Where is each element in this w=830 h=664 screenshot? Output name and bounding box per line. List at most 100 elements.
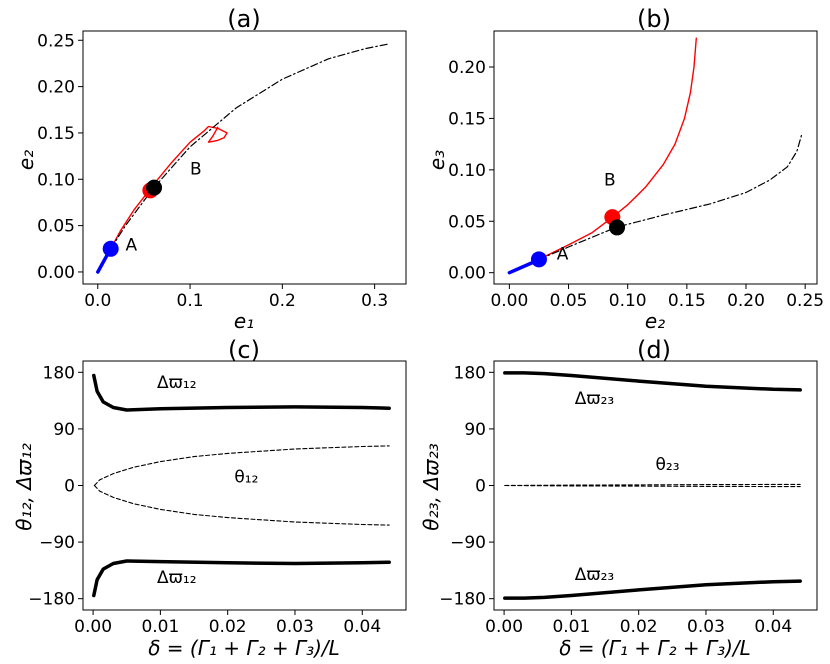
panel-d: (d) 0.00 0.01 0.02 0.03 0.04 −180 −90 0 90 180 Δ…	[419, 336, 818, 660]
annotation-label: A	[557, 244, 569, 264]
x-tick-label: 0.15	[668, 291, 706, 311]
panel-c-series	[92, 373, 391, 598]
series-line	[503, 371, 802, 392]
panel-b-annotations: AB	[557, 170, 616, 264]
y-tick-label: 0.25	[37, 31, 75, 51]
panel-d-annotations: Δϖ₂₃ θ₂₃ Δϖ₂₃	[575, 389, 680, 585]
y-tick-label: 0.15	[37, 124, 75, 144]
annotation-label: θ₁₂	[234, 467, 258, 487]
x-tick-label: 0.01	[141, 617, 179, 637]
panel-a-xticks: 0.0 0.1 0.2 0.3	[84, 284, 388, 311]
panel-d-yticks: −180 −90 0 90 180	[439, 363, 494, 610]
panel-c: (c) 0.00 0.01 0.02 0.03 0.04 −180 −90 0 90 180 Δ…	[12, 336, 407, 660]
point-marker	[102, 240, 119, 257]
x-tick-label: 0.04	[754, 617, 792, 637]
annotation-label: B	[604, 170, 616, 190]
x-tick-label: 0.01	[552, 617, 590, 637]
y-tick-label: 0.10	[448, 161, 486, 181]
x-tick-label: 0.00	[485, 617, 523, 637]
panel-c-yticks: −180 −90 0 90 180	[28, 363, 83, 610]
panel-a-series	[96, 43, 390, 274]
y-tick-label: 180	[454, 363, 486, 383]
point-marker	[146, 179, 163, 196]
annotation-label: B	[190, 160, 202, 180]
y-tick-label: 0	[64, 477, 75, 497]
panel-a-annotations: AB	[125, 160, 201, 256]
x-tick-label: 0.03	[687, 617, 725, 637]
panel-c-title: (c)	[228, 336, 260, 364]
x-tick-label: 0.00	[74, 617, 112, 637]
y-tick-label: 90	[464, 420, 486, 440]
series-line	[92, 373, 391, 412]
series-line	[110, 125, 228, 250]
panel-c-annotations: Δϖ₁₂ θ₁₂ Δϖ₁₂	[157, 373, 258, 588]
y-tick-label: 180	[43, 363, 75, 383]
panel-d-xticks: 0.00 0.01 0.02 0.03 0.04	[485, 610, 792, 637]
x-tick-label: 0.20	[727, 291, 765, 311]
x-tick-label: 0.2	[269, 291, 296, 311]
y-tick-label: 0.10	[37, 170, 75, 190]
panel-a-xlabel: e₁	[234, 309, 254, 333]
annotation-label: Δϖ₂₃	[575, 565, 615, 585]
series-line	[504, 483, 801, 487]
series-line	[504, 484, 801, 488]
y-tick-label: 0.20	[448, 58, 486, 78]
series-line	[92, 559, 391, 598]
panel-b-series	[507, 37, 803, 275]
y-tick-label: 0.15	[448, 109, 486, 129]
x-tick-label: 0.00	[490, 291, 528, 311]
panel-b-xticks: 0.00 0.05 0.10 0.15 0.20 0.25	[490, 284, 824, 311]
panel-a-markers	[102, 179, 163, 257]
point-marker	[530, 251, 547, 268]
panel-a-yticks: 0.00 0.05 0.10 0.15 0.20 0.25	[37, 31, 83, 283]
y-tick-label: −180	[439, 590, 486, 610]
panel-d-title: (d)	[637, 336, 671, 364]
panel-c-xlabel: δ = (Γ₁ + Γ₂ + Γ₃)/L	[148, 636, 340, 660]
y-tick-label: 0.00	[37, 263, 75, 283]
annotation-label: Δϖ₁₂	[157, 568, 197, 588]
x-tick-label: 0.3	[361, 291, 388, 311]
annotation-label: Δϖ₂₃	[575, 389, 615, 409]
y-tick-label: 0	[475, 477, 486, 497]
y-tick-label: −90	[450, 533, 486, 553]
x-tick-label: 0.02	[209, 617, 247, 637]
series-line	[110, 43, 390, 250]
x-tick-label: 0.03	[276, 617, 314, 637]
series-line	[503, 579, 802, 600]
y-tick-label: 0.00	[448, 264, 486, 284]
y-tick-label: 90	[53, 420, 75, 440]
x-tick-label: 0.25	[786, 291, 824, 311]
series-line	[93, 445, 390, 487]
panel-a-frame	[82, 30, 407, 285]
panel-d-series	[503, 371, 802, 600]
y-tick-label: 0.05	[37, 217, 75, 237]
panel-b-ylabel: e₃	[425, 150, 449, 170]
panel-d-ylabel: θ₂₃, Δϖ₂₃	[419, 443, 443, 530]
annotation-label: A	[125, 236, 137, 256]
x-tick-label: 0.0	[84, 291, 111, 311]
panel-c-xticks: 0.00 0.01 0.02 0.03 0.04	[74, 610, 381, 637]
y-tick-label: 0.20	[37, 78, 75, 98]
x-tick-label: 0.1	[177, 291, 204, 311]
panel-b-frame	[493, 30, 818, 285]
panel-b-xlabel: e₂	[645, 309, 665, 333]
annotation-label: Δϖ₁₂	[157, 373, 197, 393]
x-tick-label: 0.04	[343, 617, 381, 637]
y-tick-label: −90	[39, 533, 75, 553]
series-line	[93, 484, 390, 526]
panel-a-ylabel: e₂	[14, 150, 38, 170]
panel-b-title: (b)	[637, 5, 671, 33]
point-marker	[609, 219, 626, 236]
x-tick-label: 0.05	[550, 291, 588, 311]
y-tick-label: −180	[28, 590, 75, 610]
panel-b-yticks: 0.00 0.05 0.10 0.15 0.20	[448, 58, 494, 284]
panel-a-title: (a)	[227, 5, 260, 33]
panel-a: (a) 0.0 0.1 0.2 0.3 0.00 0.05 0.10 0.15 0.20 0.2…	[14, 5, 407, 333]
series-line	[538, 134, 803, 260]
series-line	[538, 37, 697, 260]
panel-b: (b) 0.00 0.05 0.10 0.15 0.20 0.25 0.00 0.05 0.1…	[425, 5, 824, 333]
panel-c-ylabel: θ₁₂, Δϖ₁₂	[12, 443, 36, 530]
x-tick-label: 0.02	[620, 617, 658, 637]
panel-b-markers	[530, 209, 626, 268]
